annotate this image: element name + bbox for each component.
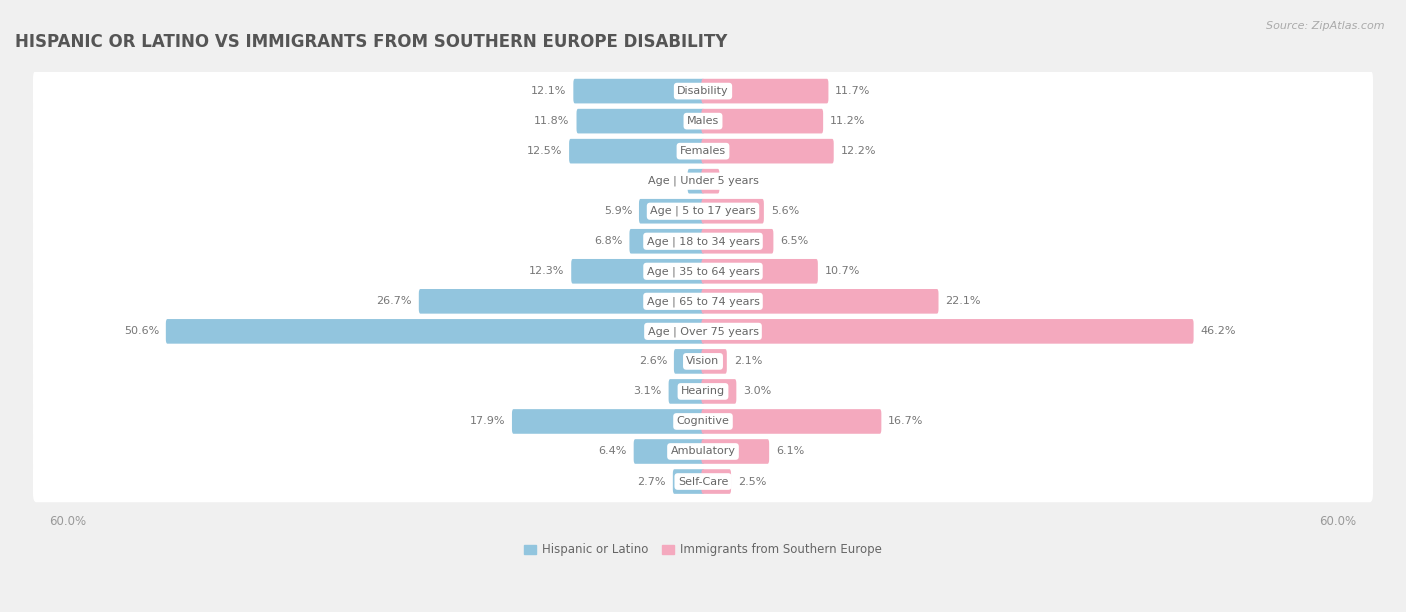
Legend: Hispanic or Latino, Immigrants from Southern Europe: Hispanic or Latino, Immigrants from Sout… — [524, 543, 882, 556]
Text: 22.1%: 22.1% — [945, 296, 981, 307]
FancyBboxPatch shape — [702, 259, 818, 283]
Text: Females: Females — [681, 146, 725, 156]
Text: 50.6%: 50.6% — [124, 326, 159, 337]
FancyBboxPatch shape — [32, 281, 1374, 322]
FancyBboxPatch shape — [571, 259, 704, 283]
Text: 11.2%: 11.2% — [830, 116, 865, 126]
Text: 2.1%: 2.1% — [734, 356, 762, 367]
FancyBboxPatch shape — [512, 409, 704, 434]
FancyBboxPatch shape — [702, 169, 720, 193]
FancyBboxPatch shape — [630, 229, 704, 253]
FancyBboxPatch shape — [702, 199, 763, 223]
FancyBboxPatch shape — [702, 469, 731, 494]
FancyBboxPatch shape — [32, 341, 1374, 382]
FancyBboxPatch shape — [688, 169, 704, 193]
FancyBboxPatch shape — [574, 79, 704, 103]
FancyBboxPatch shape — [702, 109, 823, 133]
Text: 3.1%: 3.1% — [634, 386, 662, 397]
FancyBboxPatch shape — [32, 311, 1374, 352]
Text: 6.8%: 6.8% — [595, 236, 623, 246]
FancyBboxPatch shape — [673, 349, 704, 374]
FancyBboxPatch shape — [166, 319, 704, 344]
FancyBboxPatch shape — [638, 199, 704, 223]
FancyBboxPatch shape — [32, 100, 1374, 142]
Text: Age | 5 to 17 years: Age | 5 to 17 years — [650, 206, 756, 217]
FancyBboxPatch shape — [569, 139, 704, 163]
FancyBboxPatch shape — [702, 319, 1194, 344]
FancyBboxPatch shape — [702, 79, 828, 103]
FancyBboxPatch shape — [419, 289, 704, 313]
Text: Males: Males — [688, 116, 718, 126]
Text: 12.1%: 12.1% — [531, 86, 567, 96]
Text: 6.4%: 6.4% — [599, 447, 627, 457]
Text: Cognitive: Cognitive — [676, 416, 730, 427]
Text: 16.7%: 16.7% — [889, 416, 924, 427]
FancyBboxPatch shape — [634, 439, 704, 464]
FancyBboxPatch shape — [32, 160, 1374, 202]
FancyBboxPatch shape — [32, 220, 1374, 262]
FancyBboxPatch shape — [576, 109, 704, 133]
Text: 11.7%: 11.7% — [835, 86, 870, 96]
Text: 12.2%: 12.2% — [841, 146, 876, 156]
FancyBboxPatch shape — [702, 439, 769, 464]
Text: Age | Over 75 years: Age | Over 75 years — [648, 326, 758, 337]
Text: 3.0%: 3.0% — [744, 386, 772, 397]
FancyBboxPatch shape — [32, 190, 1374, 232]
FancyBboxPatch shape — [702, 379, 737, 404]
Text: Age | 18 to 34 years: Age | 18 to 34 years — [647, 236, 759, 247]
Text: Hearing: Hearing — [681, 386, 725, 397]
Text: Self-Care: Self-Care — [678, 477, 728, 487]
Text: 2.6%: 2.6% — [638, 356, 666, 367]
Text: HISPANIC OR LATINO VS IMMIGRANTS FROM SOUTHERN EUROPE DISABILITY: HISPANIC OR LATINO VS IMMIGRANTS FROM SO… — [15, 34, 727, 51]
Text: 1.3%: 1.3% — [652, 176, 681, 186]
Text: 11.8%: 11.8% — [534, 116, 569, 126]
FancyBboxPatch shape — [32, 250, 1374, 292]
Text: 12.3%: 12.3% — [529, 266, 564, 276]
Text: 26.7%: 26.7% — [377, 296, 412, 307]
Text: 17.9%: 17.9% — [470, 416, 505, 427]
Text: Age | 35 to 64 years: Age | 35 to 64 years — [647, 266, 759, 277]
FancyBboxPatch shape — [32, 70, 1374, 112]
Text: Ambulatory: Ambulatory — [671, 447, 735, 457]
Text: 10.7%: 10.7% — [825, 266, 860, 276]
Text: 46.2%: 46.2% — [1201, 326, 1236, 337]
FancyBboxPatch shape — [32, 431, 1374, 472]
Text: 6.1%: 6.1% — [776, 447, 804, 457]
Text: Source: ZipAtlas.com: Source: ZipAtlas.com — [1267, 21, 1385, 31]
FancyBboxPatch shape — [669, 379, 704, 404]
Text: 5.6%: 5.6% — [770, 206, 799, 216]
Text: Vision: Vision — [686, 356, 720, 367]
FancyBboxPatch shape — [702, 409, 882, 434]
Text: Disability: Disability — [678, 86, 728, 96]
Text: 2.7%: 2.7% — [637, 477, 666, 487]
FancyBboxPatch shape — [702, 289, 939, 313]
FancyBboxPatch shape — [32, 130, 1374, 172]
Text: 2.5%: 2.5% — [738, 477, 766, 487]
Text: 6.5%: 6.5% — [780, 236, 808, 246]
FancyBboxPatch shape — [32, 401, 1374, 442]
FancyBboxPatch shape — [673, 469, 704, 494]
Text: 1.4%: 1.4% — [727, 176, 755, 186]
FancyBboxPatch shape — [32, 371, 1374, 412]
FancyBboxPatch shape — [702, 349, 727, 374]
Text: Age | 65 to 74 years: Age | 65 to 74 years — [647, 296, 759, 307]
FancyBboxPatch shape — [32, 461, 1374, 502]
Text: 5.9%: 5.9% — [603, 206, 633, 216]
Text: Age | Under 5 years: Age | Under 5 years — [648, 176, 758, 187]
FancyBboxPatch shape — [702, 139, 834, 163]
Text: 12.5%: 12.5% — [527, 146, 562, 156]
FancyBboxPatch shape — [702, 229, 773, 253]
